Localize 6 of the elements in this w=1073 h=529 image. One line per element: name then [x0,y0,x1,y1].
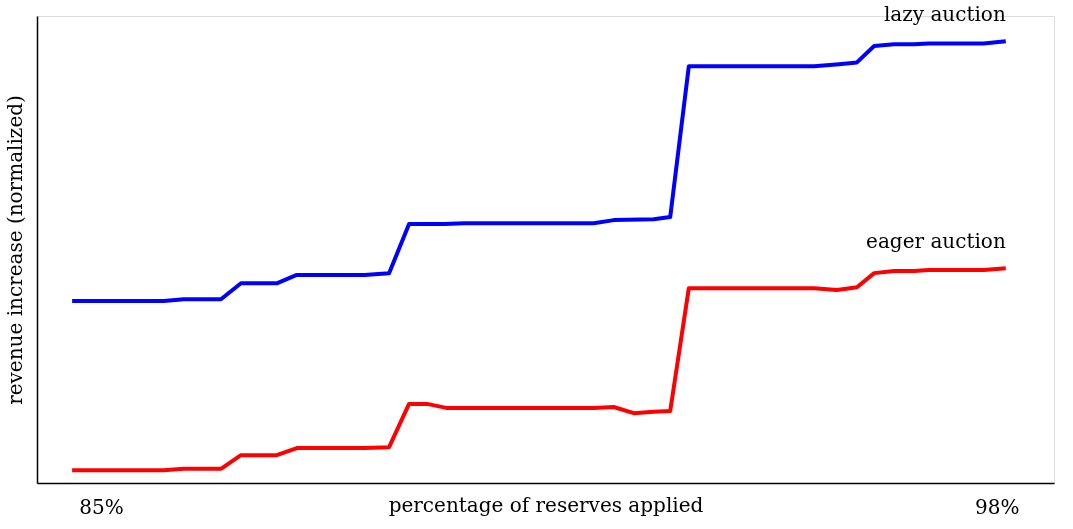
series-label: lazy auction [883,2,1006,27]
x-tick-label: 85% [79,494,124,519]
y-axis-title: revenue increase (normalized) [2,95,27,405]
x-tick-label: 98% [975,494,1020,519]
x-axis-title: percentage of reserves applied [388,492,704,517]
series-label: eager auction [866,229,1006,254]
